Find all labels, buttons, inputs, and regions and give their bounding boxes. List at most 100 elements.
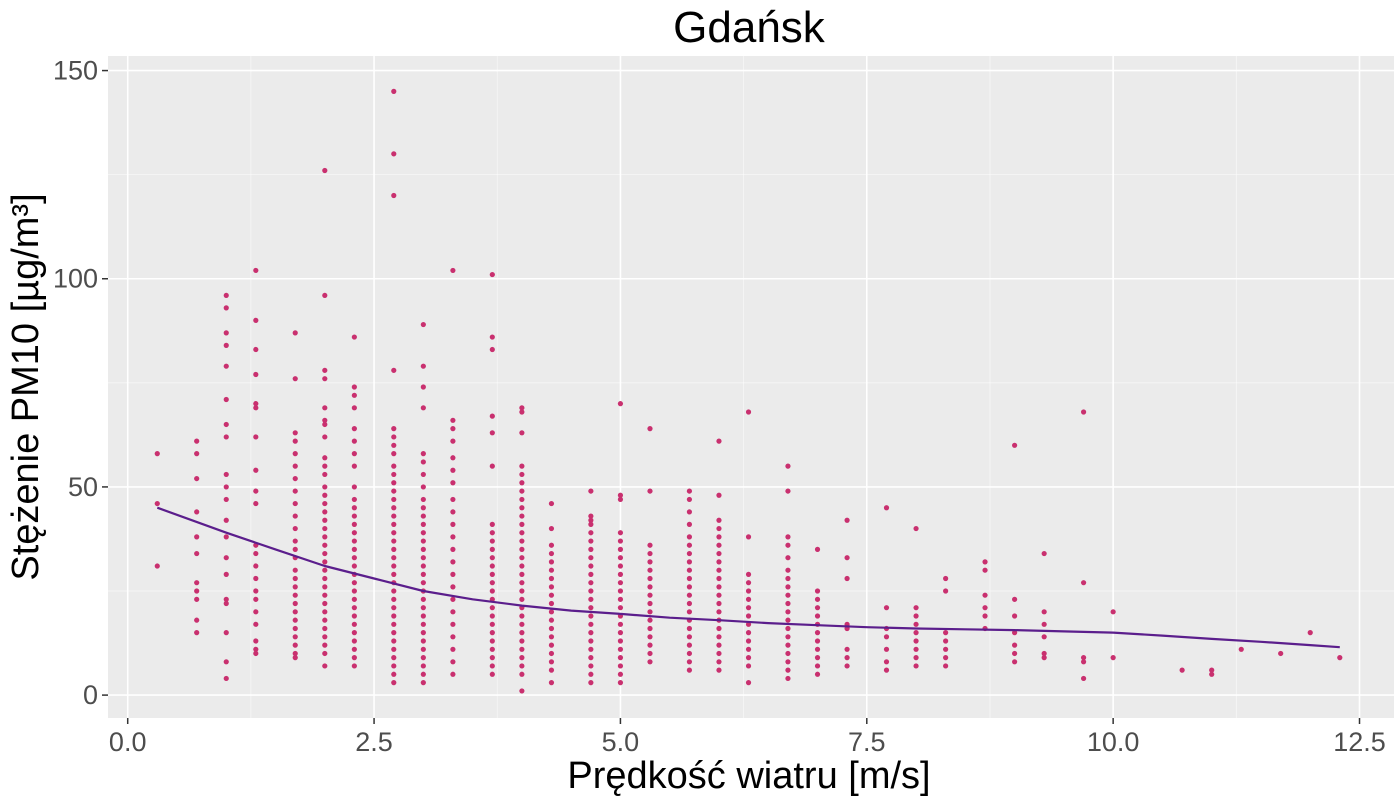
data-point xyxy=(351,621,357,627)
data-point xyxy=(351,451,357,457)
data-point xyxy=(785,584,791,590)
data-point xyxy=(322,484,328,490)
data-point xyxy=(716,600,722,607)
data-point xyxy=(420,638,426,644)
data-point xyxy=(588,571,594,577)
data-point xyxy=(716,567,722,573)
data-point xyxy=(322,455,328,461)
data-point xyxy=(548,567,555,573)
y-tick-label: 50 xyxy=(68,472,98,502)
data-point xyxy=(154,500,160,507)
data-point xyxy=(519,496,525,503)
data-point xyxy=(745,605,752,611)
x-axis-title: Prędkość wiatru [m/s] xyxy=(567,755,930,797)
y-axis: 0 50 100 150 xyxy=(53,56,108,710)
data-point xyxy=(223,421,229,428)
data-point xyxy=(1041,655,1047,661)
data-point xyxy=(391,605,397,611)
data-point xyxy=(322,367,328,373)
data-point xyxy=(489,430,495,436)
data-point xyxy=(519,405,525,411)
data-point xyxy=(617,401,624,407)
data-point xyxy=(588,680,594,686)
major-gridlines xyxy=(108,56,1394,718)
data-point xyxy=(686,496,693,503)
plot-panel xyxy=(108,56,1394,718)
data-point xyxy=(450,546,456,552)
data-point xyxy=(420,505,426,511)
data-point xyxy=(716,667,722,673)
data-point xyxy=(913,613,919,619)
data-point xyxy=(647,659,653,665)
data-point xyxy=(322,417,328,423)
data-point xyxy=(391,630,397,636)
data-point xyxy=(489,538,495,544)
data-point xyxy=(223,292,229,299)
data-point xyxy=(943,630,949,636)
data-point xyxy=(519,409,525,415)
data-point xyxy=(292,584,298,590)
data-point xyxy=(519,521,525,527)
data-point xyxy=(253,434,259,440)
data-point xyxy=(883,605,890,611)
data-point xyxy=(253,621,259,627)
data-point xyxy=(716,584,722,590)
data-point xyxy=(351,530,357,536)
data-point xyxy=(519,480,525,486)
data-point xyxy=(489,655,495,661)
data-point xyxy=(292,451,298,457)
data-point xyxy=(647,550,653,557)
data-point xyxy=(519,671,525,677)
data-point xyxy=(391,596,397,602)
data-point xyxy=(588,646,594,652)
y-axis-title: Stężenie PM10 [µg/m³] xyxy=(5,193,47,580)
data-point xyxy=(292,567,298,573)
data-point xyxy=(548,542,555,548)
data-point xyxy=(1179,667,1185,673)
data-point xyxy=(420,621,426,627)
data-point xyxy=(489,646,495,652)
data-point xyxy=(253,467,259,473)
data-point xyxy=(617,646,624,652)
data-point xyxy=(450,559,456,565)
data-point xyxy=(913,638,919,644)
data-point xyxy=(548,592,555,598)
data-point xyxy=(351,392,357,398)
data-point xyxy=(351,438,357,444)
data-point xyxy=(489,630,495,636)
smooth-curve xyxy=(156,506,1340,649)
data-point xyxy=(519,538,525,544)
data-point xyxy=(519,596,525,602)
data-point xyxy=(489,413,495,419)
data-point xyxy=(647,426,653,432)
data-point xyxy=(322,376,328,382)
data-point xyxy=(647,584,653,590)
data-point xyxy=(647,542,653,548)
data-point xyxy=(253,267,259,274)
data-point xyxy=(588,638,594,644)
data-point xyxy=(351,334,357,340)
data-point xyxy=(351,613,357,619)
data-point xyxy=(292,634,298,640)
data-point xyxy=(322,434,328,440)
data-point xyxy=(253,317,259,323)
data-point xyxy=(322,634,328,640)
data-point xyxy=(489,555,495,561)
data-point xyxy=(519,646,525,652)
data-point xyxy=(420,605,426,611)
data-point xyxy=(883,667,890,673)
data-point xyxy=(785,634,791,640)
data-point xyxy=(391,588,397,594)
data-point xyxy=(351,426,357,432)
data-point xyxy=(519,463,525,469)
data-point xyxy=(686,534,693,540)
data-point xyxy=(814,546,821,552)
data-point xyxy=(686,642,693,648)
data-point xyxy=(420,459,426,465)
data-point xyxy=(1080,580,1087,586)
data-point xyxy=(351,638,357,644)
data-point xyxy=(420,530,426,536)
data-point xyxy=(686,550,693,557)
data-point xyxy=(450,596,456,602)
